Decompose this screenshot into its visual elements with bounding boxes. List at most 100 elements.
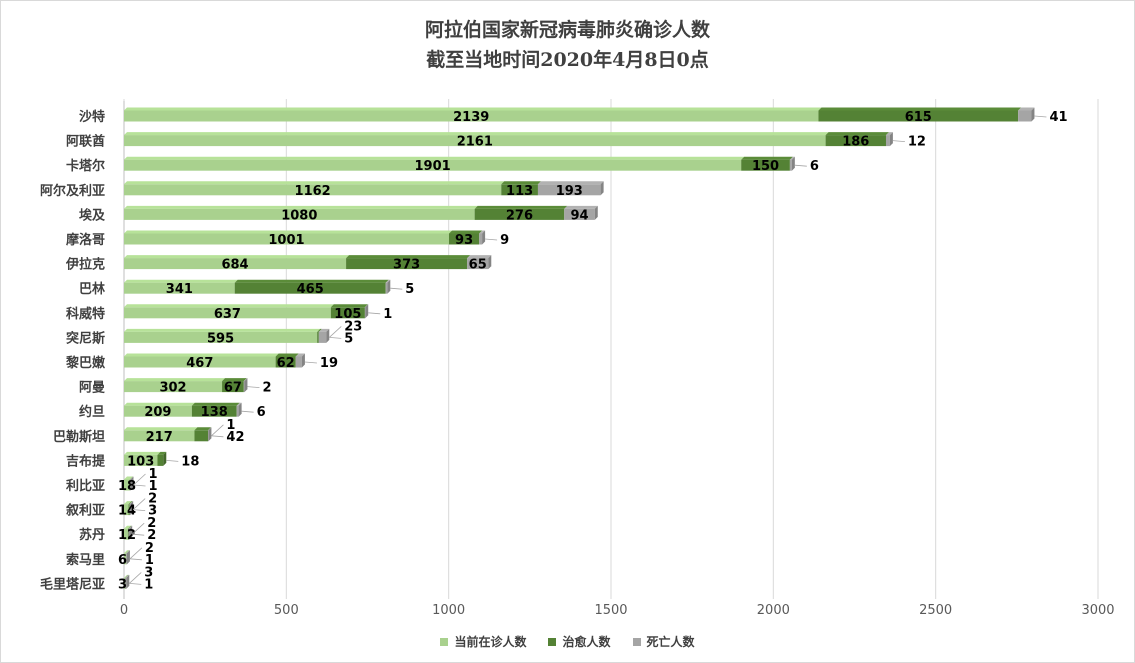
legend-swatch <box>440 637 449 646</box>
bar-segment-top <box>124 107 822 111</box>
data-label: 467 <box>186 356 213 371</box>
legend-item: 当前在诊人数 <box>440 633 526 650</box>
x-tick-label: 0 <box>120 603 128 618</box>
leader-line <box>131 522 145 535</box>
bar-segment <box>129 504 131 516</box>
data-label: 65 <box>469 258 487 273</box>
bar-end-face <box>130 476 134 491</box>
bar-segment-top <box>124 501 132 505</box>
bar-segment <box>885 135 890 147</box>
leader-line <box>166 460 179 462</box>
bar-segment <box>124 356 276 368</box>
bar-segment <box>124 577 125 589</box>
leader-line <box>794 164 807 167</box>
leader-line <box>247 386 260 388</box>
leader-line <box>368 312 381 315</box>
bar-segment <box>474 208 565 220</box>
bar-segment <box>236 405 239 417</box>
bar-segment <box>124 454 158 466</box>
category-label: 埃及 <box>79 207 106 223</box>
bar-segment-top <box>157 451 167 455</box>
bar-segment <box>124 233 449 245</box>
data-label: 1162 <box>295 184 331 199</box>
category-label: 突尼斯 <box>66 330 105 346</box>
data-label: 18 <box>181 454 199 469</box>
category-label: 苏丹 <box>79 527 105 543</box>
bar-segment-top <box>124 574 129 578</box>
leader-line <box>892 140 905 142</box>
category-label: 沙特 <box>79 109 105 125</box>
leader-line <box>211 435 224 438</box>
data-label: 3 <box>144 565 153 580</box>
bar-segment-top <box>330 304 368 308</box>
bar-segment <box>222 381 244 393</box>
legend-item: 死亡人数 <box>632 633 695 650</box>
bar-end-face <box>488 255 492 270</box>
data-label: 1080 <box>281 208 317 223</box>
leader-line <box>133 509 146 511</box>
bar-segment <box>124 553 126 565</box>
leader-line <box>129 572 142 584</box>
data-label: 615 <box>905 110 932 125</box>
category-label: 伊拉克 <box>65 257 105 273</box>
data-label: 2 <box>145 541 154 556</box>
data-label: 18 <box>118 479 136 494</box>
data-label: 138 <box>201 405 228 420</box>
data-label: 103 <box>127 454 154 469</box>
data-label: 1 <box>226 418 235 433</box>
category-label: 吉布提 <box>66 453 106 469</box>
x-tick-label: 500 <box>274 603 299 618</box>
legend-label: 当前在诊人数 <box>454 635 527 649</box>
bar-segment <box>564 208 595 220</box>
data-label: 93 <box>455 233 473 248</box>
data-label: 6 <box>257 405 266 420</box>
bar-segment-top <box>128 525 133 529</box>
bar-segment-top <box>317 328 322 332</box>
bar-segment-top <box>130 476 134 480</box>
bar-segment-top <box>129 501 134 505</box>
bar-segment <box>128 504 130 516</box>
data-label: 5 <box>344 331 353 346</box>
bar-segment-top <box>128 501 133 505</box>
bar-segment <box>124 430 195 442</box>
bar-segment <box>124 479 130 491</box>
bar-segment <box>124 504 129 516</box>
bar-end-face <box>326 328 330 343</box>
data-label: 3 <box>148 504 157 519</box>
legend: 当前在诊人数 治愈人数 死亡人数 <box>1 633 1134 650</box>
bar-segment <box>448 233 480 245</box>
data-label: 1 <box>148 467 157 482</box>
data-label: 5 <box>405 282 414 297</box>
bar-segment <box>317 331 319 343</box>
data-label: 2161 <box>457 135 493 150</box>
bar-segment-top <box>125 550 130 554</box>
leader-line <box>129 583 142 585</box>
bar-segment-top <box>243 378 248 382</box>
data-label: 1 <box>148 479 157 494</box>
data-label: 6 <box>118 553 127 568</box>
bar-segment-top <box>124 451 161 455</box>
bar-segment-top <box>125 574 130 578</box>
bar-segment-top <box>467 255 492 259</box>
data-label: 302 <box>159 381 186 396</box>
bar-segment <box>741 159 790 171</box>
data-label: 150 <box>752 159 779 174</box>
data-label: 217 <box>146 430 173 445</box>
data-label: 2 <box>148 492 157 507</box>
bar-segment <box>194 430 209 442</box>
bar-end-face <box>129 525 133 540</box>
bar-segment <box>295 356 302 368</box>
bar-segment-top <box>124 402 195 406</box>
data-label: 113 <box>506 184 533 199</box>
data-label: 186 <box>842 135 869 150</box>
bar-segment <box>346 258 468 270</box>
data-label: 12 <box>118 528 136 543</box>
leader-line <box>132 498 146 510</box>
leader-line <box>329 337 342 339</box>
data-label: 276 <box>506 208 533 223</box>
bar-segment-top <box>825 132 889 136</box>
x-tick-label: 2000 <box>757 603 790 618</box>
leader-line <box>328 326 342 338</box>
bar-segment <box>275 356 296 368</box>
